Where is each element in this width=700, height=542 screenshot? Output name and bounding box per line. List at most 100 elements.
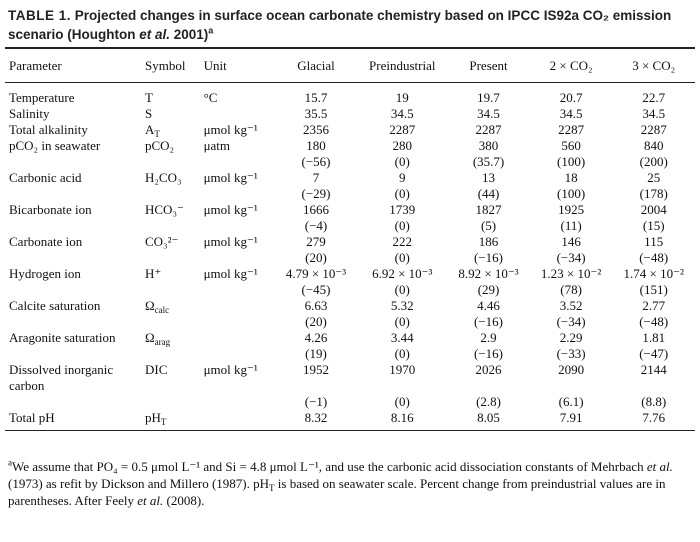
parameter-cell: Hydrogen ion [5,266,141,282]
column-header: Unit [199,47,275,83]
value-cell: (−47) [612,346,695,362]
percent-change: (178) [639,186,668,201]
footnote-text: (2008). [163,493,205,508]
column-header: Glacial [274,47,358,83]
percent-change: (−4) [304,218,328,233]
parameter-cell [5,282,141,298]
percent-change: (0) [394,346,410,361]
value-cell: (−34) [530,250,613,266]
value-cell: 1827 [447,202,530,218]
footnote-text: We assume that PO₄ = 0.5 μmol L⁻¹ and Si… [12,459,647,474]
value-cell: 19 [357,83,447,107]
symbol: Ω [145,330,155,345]
value-cell: (−29) [275,186,358,202]
value-cell: 3.44 [357,330,447,346]
value-cell: (19) [275,346,358,362]
value: 34.5 [642,106,666,121]
value-cell: 280 [357,138,447,154]
symbol-cell [141,154,200,170]
value-cell: 560 [530,138,613,154]
column-header: Preindustrial [357,47,448,83]
value-cell: (−1) [275,394,358,410]
value-cell: 3.52 [530,298,613,314]
value-cell: 2.77 [612,298,695,314]
value: 560 [561,138,581,153]
value-cell: 840 [612,138,695,154]
value: 115 [644,234,664,249]
value-cell: (5) [447,218,530,234]
percent-change: (−16) [474,314,504,329]
unit: °C [203,90,218,105]
parameter: Aragonite saturation [9,330,116,345]
symbol-cell [141,346,200,362]
value-cell: 7.76 [612,410,695,431]
title-text: 2001) [170,27,209,42]
data-row: Temperature T °C 15.7 19 19.7 20.7 22.7 [5,83,695,107]
value-cell: (35.7) [447,154,530,170]
value: 8.92 × 10⁻³ [458,266,519,281]
value-cell: (0) [357,282,447,298]
value-cell: (0) [357,154,447,170]
percent-change: (−48) [639,250,669,265]
value-cell: 279 [275,234,358,250]
footnote-text: a [8,457,12,468]
value: 34.5 [390,106,414,121]
unit-cell: μmol kg⁻¹ [200,170,275,186]
unit-cell: μatm [200,138,275,154]
parameter-cell [5,186,141,202]
value: 19.7 [477,90,500,105]
parameter-cell: Aragonite saturation [5,330,141,346]
footnote-text: (1973) as refit by Dickson and Millero (… [8,476,270,491]
value-cell: (−16) [447,346,530,362]
percent-change: (100) [557,154,586,169]
value: 25 [647,170,661,185]
unit-cell: μmol kg⁻¹ [200,362,275,394]
parameter-cell [5,250,141,266]
parameter: pCO₂ in seawater [9,138,101,153]
title-et-al: et al. [139,27,171,42]
parameter-cell: Temperature [5,83,141,107]
parameter-cell: Carbonic acid [5,170,141,186]
value: 7.76 [642,410,666,425]
data-table: Parameter Symbol Unit Glacial Preindustrial P… [5,47,695,431]
value: 2287 [475,122,502,137]
value: 20.7 [559,90,583,105]
value: 34.5 [559,106,583,121]
parameter: Total alkalinity [9,122,88,137]
percent-change: (100) [557,186,586,201]
value-cell: 8.05 [447,410,530,431]
value-cell: 9 [357,170,447,186]
unit-cell [200,218,275,234]
value: 1827 [475,202,502,217]
symbol-cell: S [141,106,200,122]
value: 1.74 × 10⁻² [623,266,684,281]
value-cell: 7 [275,170,358,186]
value: 18 [564,170,578,185]
unit-cell: μmol kg⁻¹ [200,202,275,218]
symbol-subscript: T [154,129,160,139]
value-cell: 180 [275,138,358,154]
symbol-cell: pCO₂ [141,138,200,154]
value-cell: 2287 [357,122,447,138]
title-text: Projected changes in surface ocean carbo… [8,8,672,42]
symbol-cell: Ωarag [141,330,200,347]
footnote-text: et al. [137,493,164,508]
value-cell: 1.81 [612,330,695,346]
unit: μmol kg⁻¹ [203,170,258,185]
parameter-cell: Calcite saturation [5,298,141,314]
unit-cell [200,186,275,202]
data-row: Total alkalinity AT μmol kg⁻¹ 2356 2287 2287 2… [5,122,695,139]
unit-cell [200,346,275,362]
symbol-subscript: arag [154,337,171,347]
unit-cell: μmol kg⁻¹ [200,266,275,282]
value: 13 [482,170,496,185]
value: 35.5 [304,106,328,121]
value-cell: (−4) [275,218,358,234]
value-cell: 18 [530,170,613,186]
value-cell: 2356 [275,122,358,138]
value: 2356 [303,122,329,137]
value-cell: 2287 [530,122,613,138]
unit-cell: °C [200,83,275,107]
symbol-cell: T [141,83,200,107]
